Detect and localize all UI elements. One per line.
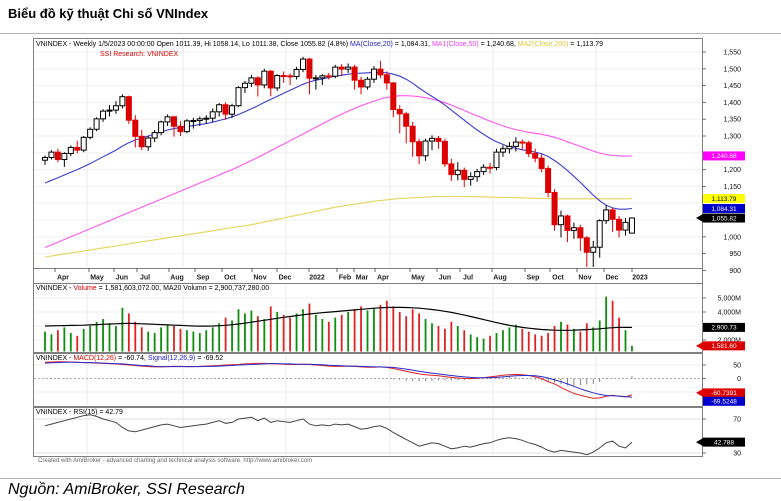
svg-text:1,350: 1,350: [723, 117, 741, 124]
svg-text:1,500: 1,500: [723, 66, 741, 73]
amibroker-credit: Created with AmiBroker - advanced charti…: [38, 458, 313, 464]
svg-text:May: May: [90, 275, 104, 282]
svg-text:Dec: Dec: [606, 275, 619, 282]
svg-text:Jul: Jul: [463, 275, 473, 282]
top-divider: [0, 33, 781, 34]
svg-text:Nov: Nov: [578, 275, 591, 282]
signal-label: Signal(12,26,9): [147, 355, 196, 362]
volume-pane-header: VNINDEX - Volume = 1,581,603,072.00, MA2…: [36, 285, 269, 293]
volume-label: Volume: [73, 285, 97, 292]
ma20-value: = 1,084.31,: [392, 41, 432, 48]
macd-header-pre: VNINDEX -: [36, 355, 74, 362]
svg-text:5,000M: 5,000M: [718, 296, 742, 303]
svg-text:Jun: Jun: [439, 275, 451, 282]
svg-text:1,450: 1,450: [723, 83, 741, 90]
svg-text:Jun: Jun: [116, 275, 128, 282]
svg-text:2022: 2022: [309, 275, 325, 282]
svg-text:0: 0: [737, 376, 741, 383]
svg-text:-69.5248: -69.5248: [711, 399, 737, 406]
svg-text:Feb: Feb: [339, 275, 351, 282]
svg-text:42.788: 42.788: [714, 439, 734, 446]
svg-text:1,000: 1,000: [723, 234, 741, 241]
svg-text:2023: 2023: [632, 275, 648, 282]
price-pane-header: VNINDEX - Weekly 1/5/2023 00:00:00 Open …: [36, 41, 603, 49]
source-note: Nguồn: AmiBroker, SSI Research: [8, 481, 245, 498]
svg-text:1,113.79: 1,113.79: [712, 196, 737, 203]
bottom-divider: [0, 478, 781, 479]
svg-text:1,300: 1,300: [723, 134, 741, 141]
volume-header-post: = 1,581,603,072.00, MA20 Volumn = 2,900,…: [96, 285, 270, 292]
svg-text:50: 50: [733, 363, 741, 370]
price-ohlc-text: VNINDEX - Weekly 1/5/2023 00:00:00 Open …: [36, 41, 351, 48]
svg-text:1,581.60: 1,581.60: [711, 343, 737, 350]
svg-text:70: 70: [733, 417, 741, 424]
ssi-research-label: SSI Research: VNINDEX: [100, 51, 179, 58]
rsi-pane-header: VNINDEX - RSI(15) = 42.79: [36, 409, 123, 416]
svg-text:4,000M: 4,000M: [718, 310, 742, 317]
svg-text:Jul: Jul: [140, 275, 150, 282]
svg-text:1,240.68: 1,240.68: [711, 153, 737, 160]
svg-text:Oct: Oct: [552, 275, 564, 282]
ma200-value: = 1,113.79: [568, 41, 604, 48]
svg-text:Apr: Apr: [57, 275, 69, 282]
svg-text:Dec: Dec: [279, 275, 292, 282]
svg-text:Mar: Mar: [356, 275, 369, 282]
svg-text:1,550: 1,550: [723, 50, 741, 57]
ma50-value: = 1,240.68,: [478, 41, 518, 48]
technical-chart: 1,550 1,500 1,450 1,400 1,350 1,300 1,200 1,150…: [33, 38, 746, 472]
volume-header-pre: VNINDEX -: [36, 285, 74, 292]
svg-text:950: 950: [729, 251, 741, 258]
macd-label: MACD(12,26): [73, 355, 117, 362]
svg-text:900: 900: [729, 268, 741, 275]
svg-text:1,150: 1,150: [723, 184, 741, 191]
macd-pane-header: VNINDEX - MACD(12,26) = -60.74, Signal(1…: [36, 355, 223, 363]
ma50-label: MA1(Close,50): [431, 41, 479, 48]
signal-post: = -69.52: [195, 355, 224, 362]
svg-text:1,400: 1,400: [723, 100, 741, 107]
svg-text:Aug: Aug: [170, 275, 184, 282]
svg-text:30: 30: [733, 451, 741, 458]
page-title: Biểu đồ kỹ thuật Chi số VNIndex: [8, 6, 209, 21]
ma20-label: MA(Close,20): [350, 41, 393, 48]
chart-canvas: 1,550 1,500 1,450 1,400 1,350 1,300 1,200 1,150…: [33, 38, 745, 458]
svg-text:Sep: Sep: [527, 275, 540, 282]
svg-text:Sep: Sep: [197, 275, 210, 282]
svg-text:Aug: Aug: [493, 275, 507, 282]
svg-text:1,055.82: 1,055.82: [711, 215, 737, 222]
svg-text:2,900.73: 2,900.73: [711, 325, 737, 332]
svg-text:Nov: Nov: [253, 275, 266, 282]
svg-text:May: May: [411, 275, 425, 282]
svg-text:Apr: Apr: [377, 275, 389, 282]
macd-mid: = -60.74,: [116, 355, 148, 362]
svg-text:2,000M: 2,000M: [718, 338, 742, 345]
ma200-label: MA2(Close,200): [517, 41, 569, 48]
svg-text:-60.7391: -60.7391: [711, 390, 737, 397]
svg-text:Oct: Oct: [224, 275, 236, 282]
svg-text:1,200: 1,200: [723, 167, 741, 174]
svg-text:1,084.31: 1,084.31: [711, 206, 737, 213]
